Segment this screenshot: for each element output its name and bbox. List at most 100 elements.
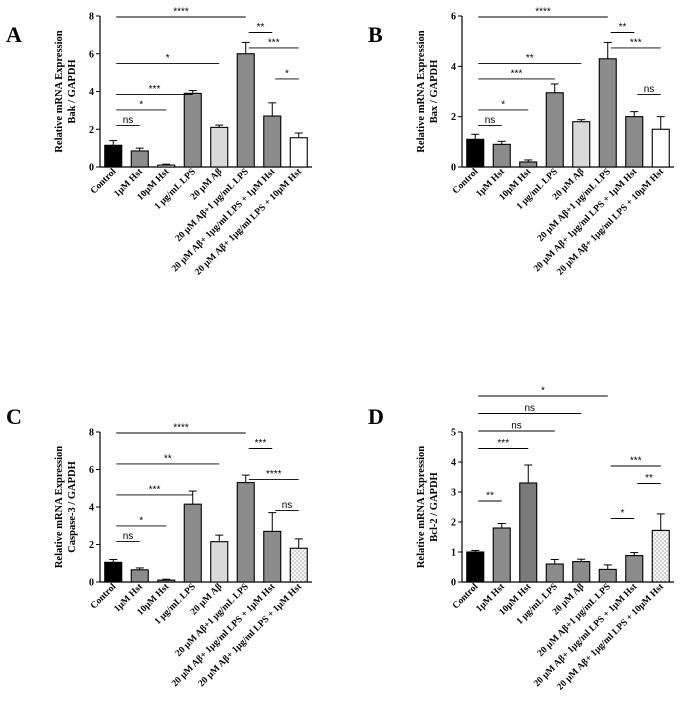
y-axis-title: Relative mRNA Expression [416, 30, 427, 152]
bar [651, 128, 670, 168]
significance-label: **** [535, 7, 551, 18]
y-tick-label: 4 [451, 458, 456, 469]
panel-b: B Relative mRNA Expression Bax / GAPDH 0 2 4 6… [368, 7, 674, 278]
significance-label: *** [511, 68, 523, 79]
bar [466, 138, 485, 168]
bar [545, 563, 564, 583]
bar [104, 144, 123, 168]
significance-label: ** [619, 22, 627, 33]
significance-label: *** [630, 456, 642, 467]
y-tick-label: 0 [89, 163, 94, 174]
significance-label: * [501, 99, 505, 110]
bar [598, 58, 617, 168]
y-tick-label: 5 [451, 428, 456, 439]
significance-label: ns [511, 421, 522, 432]
bar [130, 150, 149, 168]
panel-letter: A [6, 22, 22, 47]
bar [625, 555, 644, 583]
bar [545, 92, 564, 168]
bar [236, 53, 255, 168]
bar [519, 161, 538, 168]
significance-label: ns [485, 115, 496, 126]
bar [466, 551, 485, 583]
y-tick-label: 0 [451, 163, 456, 174]
significance-label: * [139, 515, 143, 526]
significance-label: ns [524, 403, 535, 414]
y-tick-label: 0 [89, 578, 94, 589]
y-tick-label: 6 [89, 465, 94, 476]
significance-label: ** [164, 453, 172, 464]
significance-label: ** [526, 53, 534, 64]
significance-label: ** [645, 473, 653, 484]
bar [183, 503, 202, 583]
significance-label: *** [630, 37, 642, 48]
bar [183, 92, 202, 168]
y-axis-title: Relative mRNA Expression [54, 446, 65, 568]
significance-label: * [166, 53, 170, 64]
y-axis-title: Caspase-3 / GAPDH [67, 461, 78, 553]
significance-label: * [139, 99, 143, 110]
significance-label: **** [173, 423, 189, 434]
y-axis-title: Bax / GAPDH [429, 60, 440, 124]
significance-label: ns [644, 84, 655, 95]
significance-label: **** [173, 7, 189, 18]
y-tick-label: 6 [451, 12, 456, 23]
bar [572, 121, 591, 168]
significance-label: ns [123, 531, 134, 542]
bar [263, 530, 282, 583]
significance-label: ** [257, 22, 265, 33]
y-tick-label: 8 [89, 428, 94, 439]
bar [492, 527, 511, 583]
significance-label: ns [282, 500, 293, 511]
significance-label: *** [255, 438, 267, 449]
panel-c: C Relative mRNA Expression Caspase-3 / GAP… [6, 404, 312, 689]
y-tick-label: 4 [451, 62, 456, 73]
y-tick-label: 2 [89, 125, 94, 136]
bar [289, 137, 308, 168]
y-axis-title: Relative mRNA Expression [54, 30, 65, 152]
y-tick-label: 2 [451, 518, 456, 529]
y-tick-label: 2 [89, 540, 94, 551]
bar [210, 541, 229, 583]
y-tick-label: 4 [89, 503, 94, 514]
significance-label: * [285, 68, 289, 79]
bar [130, 569, 149, 583]
bar [289, 547, 308, 583]
bar [572, 561, 591, 583]
y-tick-label: 0 [451, 578, 456, 589]
significance-label: *** [497, 438, 509, 449]
bar [651, 529, 670, 583]
significance-label: *** [268, 37, 280, 48]
y-tick-label: 4 [89, 87, 94, 98]
significance-label: * [541, 386, 545, 397]
y-tick-label: 1 [451, 548, 456, 559]
bar [625, 116, 644, 168]
panel-a: A Relative mRNA Expression Bak / GAPDH 0 2 4 6… [6, 7, 312, 278]
panel-letter: C [6, 404, 22, 429]
y-axis-title: Bcl-2 / GAPDH [429, 472, 440, 541]
y-axis-title: Relative mRNA Expression [416, 446, 427, 568]
bar [210, 126, 229, 168]
panel-letter: D [368, 404, 384, 429]
panel-letter: B [368, 22, 383, 47]
significance-label: ns [123, 115, 134, 126]
bar [157, 579, 176, 583]
panel-d: D Relative mRNA Expression Bcl-2 / GAPDH 0 1… [368, 386, 674, 693]
significance-label: *** [149, 484, 161, 495]
bar [104, 561, 123, 583]
significance-label: *** [149, 84, 161, 95]
bar [157, 164, 176, 168]
bar [598, 568, 617, 583]
bar [236, 482, 255, 583]
y-tick-label: 6 [89, 49, 94, 60]
significance-label: * [621, 508, 625, 519]
y-tick-label: 3 [451, 488, 456, 499]
y-tick-label: 8 [89, 12, 94, 23]
bar [263, 115, 282, 168]
bar [519, 482, 538, 583]
y-axis-title: Bak / GAPDH [67, 59, 78, 123]
significance-label: **** [266, 469, 282, 480]
significance-label: ** [486, 491, 494, 502]
y-tick-label: 2 [451, 112, 456, 123]
